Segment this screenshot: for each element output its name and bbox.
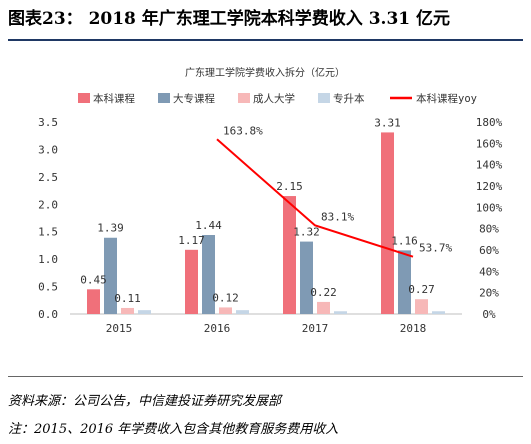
bar [432, 311, 445, 314]
bar [138, 310, 151, 314]
legend-swatch [78, 93, 90, 103]
bar-value-label: 0.22 [310, 286, 337, 299]
bar-value-label: 0.45 [80, 273, 107, 286]
bar-value-label: 0.27 [408, 283, 435, 296]
bar [300, 241, 313, 314]
y-left-tick-label: 1.0 [38, 253, 58, 266]
y-left-tick-label: 1.5 [38, 226, 58, 239]
y-left-tick-label: 0.0 [38, 308, 58, 321]
bar [398, 250, 411, 314]
x-tick-label: 2018 [400, 322, 427, 335]
bar-value-label: 1.32 [293, 226, 320, 239]
legend-label: 专升本 [333, 92, 365, 105]
y-right-tick-label: 180% [476, 116, 503, 129]
x-tick-label: 2015 [106, 322, 133, 335]
legend-swatch [318, 93, 330, 103]
legend-label: 成人大学 [253, 92, 295, 105]
bar [236, 310, 249, 314]
legend-label: 大专课程 [173, 92, 215, 105]
legend-label: 本科课程yoy [416, 92, 477, 105]
bar-value-label: 1.17 [178, 234, 205, 247]
y-right-tick-label: 100% [476, 201, 503, 214]
y-left-tick-label: 2.0 [38, 198, 58, 211]
legend-label: 本科课程 [93, 92, 135, 105]
legend: 本科课程 大专课程 成人大学 专升本 本科课程yoy [78, 92, 477, 105]
legend-swatch [238, 93, 250, 103]
title-rule [8, 39, 523, 41]
chart: 广东理工学院学费收入拆分（亿元） 本科课程 大专课程 成人大学 专升本 本科课程yoy … [38, 66, 502, 335]
legend-swatch [158, 93, 170, 103]
bar [219, 307, 232, 314]
yoy-series-line [216, 138, 414, 258]
y-right-tick-label: 140% [476, 159, 503, 172]
bar [334, 311, 347, 314]
bar-value-label: 0.12 [212, 291, 239, 304]
bar-value-label: 1.44 [195, 219, 222, 232]
source-note: 资料来源：公司公告，中信建投证券研究发展部 [8, 394, 282, 409]
bar [87, 289, 100, 314]
axes: 0.0 0.5 1.0 1.5 2.0 2.5 3.0 3.5 0% 20% 40% 60% 80% 10… [38, 116, 502, 335]
y-left-tick-label: 2.5 [38, 171, 58, 184]
y-right-tick-label: 60% [479, 244, 499, 257]
y-left-tick-label: 0.5 [38, 281, 58, 294]
chart-title: 广东理工学院学费收入拆分（亿元） [185, 66, 345, 79]
bar [381, 132, 394, 314]
y-left-tick-label: 3.5 [38, 116, 58, 129]
x-tick-label: 2017 [302, 322, 329, 335]
bar [185, 249, 198, 314]
yoy-value-label: 83.1% [321, 210, 354, 223]
y-left-tick-label: 3.0 [38, 143, 58, 156]
y-right-tick-label: 0% [482, 308, 496, 321]
figure-title: 图表23： 2018 年广东理工学院本科学费收入 3.31 亿元 [8, 9, 451, 29]
bar [202, 235, 215, 314]
bar [283, 196, 296, 314]
data-labels: 0.45 1.17 2.15 3.31 1.39 1.44 1.32 1.16 0.11 0.12… [80, 116, 452, 305]
x-tick-label: 2016 [204, 322, 231, 335]
bar-value-label: 3.31 [374, 116, 401, 129]
bar [317, 301, 330, 314]
y-right-tick-label: 80% [479, 223, 499, 236]
yoy-value-label: 163.8% [223, 124, 263, 137]
bar [104, 237, 117, 314]
footnote: 注：2015、2016 年学费收入包含其他教育服务费用收入 [8, 422, 339, 437]
y-right-tick-label: 160% [476, 137, 503, 150]
bar-value-label: 1.16 [391, 234, 418, 247]
bar [121, 307, 134, 314]
bar [415, 299, 428, 314]
y-right-tick-label: 40% [479, 265, 499, 278]
bars [87, 132, 445, 314]
footer-rule [8, 376, 523, 377]
bar-value-label: 1.39 [97, 222, 124, 235]
yoy-value-label: 53.7% [419, 242, 452, 255]
y-right-tick-label: 20% [479, 287, 499, 300]
bar-value-label: 2.15 [276, 180, 303, 193]
yoy-line [216, 138, 414, 258]
y-right-tick-label: 120% [476, 180, 503, 193]
bar-value-label: 0.11 [114, 292, 141, 305]
